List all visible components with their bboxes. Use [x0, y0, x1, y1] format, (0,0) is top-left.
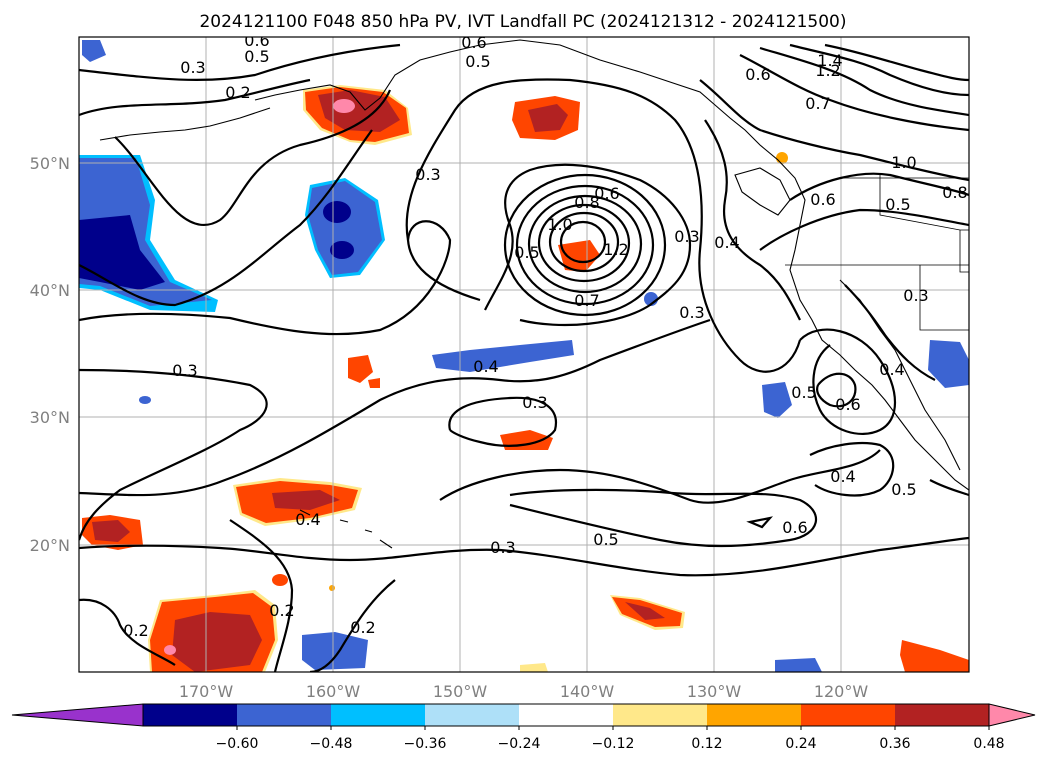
- colorbar-tick-label: −0.24: [498, 736, 541, 752]
- colorbar-tick-label: 0.48: [973, 736, 1004, 752]
- contour-label: 0.3: [674, 227, 699, 246]
- colorbar-box: [143, 704, 238, 726]
- contour-label: 0.4: [473, 357, 498, 376]
- contour-labels: 0.3 0.2 0.6 0.5 0.6 0.5 1.4 1.2 0.6 0.7 …: [123, 31, 967, 640]
- contour-label: 0.4: [714, 233, 739, 252]
- contour-label: 0.6: [594, 184, 619, 203]
- lon-label: 160°W: [306, 682, 361, 701]
- coastlines: [99, 39, 969, 549]
- colorbar-box: [895, 704, 990, 726]
- contour-label: 0.3: [522, 393, 547, 412]
- colorbar-tick-label: −0.12: [592, 736, 635, 752]
- contour-label: 0.2: [269, 601, 294, 620]
- gridlines: [79, 37, 969, 672]
- contour-label: 0.3: [415, 165, 440, 184]
- colorbar-box: [237, 704, 332, 726]
- colorbar-box: [331, 704, 426, 726]
- contour-label: 0.5: [891, 480, 916, 499]
- contour-label: 0.5: [514, 243, 539, 262]
- lon-label: 130°W: [687, 682, 742, 701]
- lon-label: 170°W: [179, 682, 234, 701]
- contour-label: 0.6: [782, 518, 807, 537]
- contour-label: 0.5: [791, 383, 816, 402]
- lon-label: 140°W: [560, 682, 615, 701]
- contour-label: 0.3: [679, 303, 704, 322]
- lon-label: 150°W: [433, 682, 488, 701]
- contour-label: 0.2: [225, 83, 250, 102]
- map-area: 0.3 0.2 0.6 0.5 0.6 0.5 1.4 1.2 0.6 0.7 …: [79, 31, 969, 672]
- contour-label: 0.6: [745, 65, 770, 84]
- contour-label: 0.8: [942, 183, 967, 202]
- colorbar-tick-label: −0.60: [216, 736, 259, 752]
- contour-label: 0.5: [885, 195, 910, 214]
- lon-label: 120°W: [814, 682, 869, 701]
- colorbar-tick-label: 0.36: [879, 736, 910, 752]
- contour-label: 0.6: [835, 395, 860, 414]
- latitude-labels: 50°N 40°N 30°N 20°N: [30, 154, 70, 555]
- lat-label: 20°N: [30, 536, 70, 555]
- contour-label: 0.6: [244, 31, 269, 50]
- contour-label: 1.2: [815, 61, 840, 80]
- contour-label: 0.6: [461, 33, 486, 52]
- colorbar-box: [801, 704, 896, 726]
- contour-label: 0.4: [830, 467, 855, 486]
- longitude-labels: 170°W 160°W 150°W 140°W 130°W 120°W: [179, 682, 869, 701]
- contour-label: 0.3: [172, 361, 197, 380]
- contour-label: 0.3: [180, 58, 205, 77]
- contour-label: 1.0: [891, 153, 916, 172]
- contour-label: 0.5: [465, 52, 490, 71]
- contour-label: 0.5: [593, 530, 618, 549]
- contour-label: 0.4: [295, 510, 320, 529]
- contour-label: 0.8: [574, 193, 599, 212]
- lat-label: 40°N: [30, 281, 70, 300]
- colorbar-tick-label: −0.36: [404, 736, 447, 752]
- contour-label: 0.4: [879, 360, 904, 379]
- contour-label: 0.2: [123, 621, 148, 640]
- contour-label: 0.3: [490, 538, 515, 557]
- contour-label: 0.3: [903, 286, 928, 305]
- colorbar-box: [613, 704, 708, 726]
- pv-contours: [79, 43, 969, 672]
- colorbar: [11, 703, 1036, 727]
- contour-label: 0.2: [350, 618, 375, 637]
- negative-pv-regions: [79, 40, 969, 672]
- lat-label: 50°N: [30, 154, 70, 173]
- contour-label: 1.4: [817, 51, 842, 70]
- colorbar-box: [707, 704, 802, 726]
- colorbar-ticks: −0.60 −0.48 −0.36 −0.24 −0.12 0.12 0.24 0.36 0.4…: [216, 726, 1005, 752]
- contour-label: 0.7: [805, 94, 830, 113]
- contour-label: 1.0: [547, 215, 572, 234]
- lat-label: 30°N: [30, 408, 70, 427]
- contour-label: 0.7: [574, 291, 599, 310]
- contour-label: 0.6: [810, 190, 835, 209]
- contour-label: 1.2: [603, 240, 628, 259]
- colorbar-tick-label: −0.48: [310, 736, 353, 752]
- map-frame: [78, 36, 970, 673]
- map-title: 2024121100 F048 850 hPa PV, IVT Landfall…: [199, 12, 846, 32]
- positive-pv-regions: [82, 85, 969, 672]
- colorbar-box: [425, 704, 520, 726]
- colorbar-tick-label: 0.24: [785, 736, 816, 752]
- colorbar-extend-low: [11, 703, 144, 727]
- colorbar-tick-label: 0.12: [691, 736, 722, 752]
- colorbar-box: [519, 704, 614, 726]
- contour-label: 0.5: [244, 47, 269, 66]
- colorbar-extend-high: [988, 703, 1036, 727]
